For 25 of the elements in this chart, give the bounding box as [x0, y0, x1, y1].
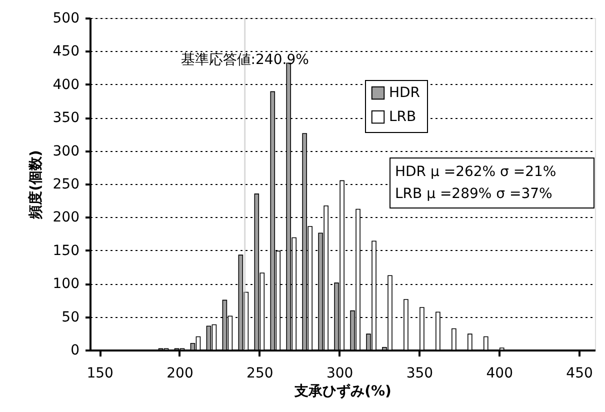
legend-label: LRB: [389, 109, 416, 125]
y-tick-label: 50: [62, 309, 80, 326]
y-tick-label: 450: [52, 44, 80, 60]
y-tick-label: 0: [70, 342, 80, 358]
x-tick-label: 350: [406, 366, 434, 382]
y-tick-label: 250: [52, 176, 80, 192]
y-tick-label: 500: [52, 10, 80, 26]
x-axis-title: 支承ひずみ(%): [294, 384, 392, 400]
y-tick-label: 300: [52, 143, 80, 160]
x-tick-label: 250: [246, 366, 274, 382]
x-tick-label: 150: [86, 366, 114, 382]
annotation: HDR μ =262% σ =21%: [395, 164, 556, 180]
x-tick-label: 400: [486, 366, 513, 382]
x-tick-label: 200: [166, 366, 194, 382]
y-tick-label: 200: [52, 210, 80, 226]
y-tick-label: 350: [52, 110, 80, 126]
legend-label: HDR: [389, 85, 420, 101]
ref-line-label: 基準応答値:240.9%: [180, 52, 309, 68]
y-axis-title: 頻度(個数): [26, 150, 44, 220]
y-tick-label: 100: [52, 276, 80, 292]
x-tick-label: 300: [326, 366, 354, 382]
annotation: LRB μ =289% σ =37%: [395, 186, 552, 202]
x-tick-label: 450: [566, 366, 593, 382]
y-tick-label: 400: [52, 76, 80, 93]
y-tick-label: 150: [52, 242, 80, 259]
